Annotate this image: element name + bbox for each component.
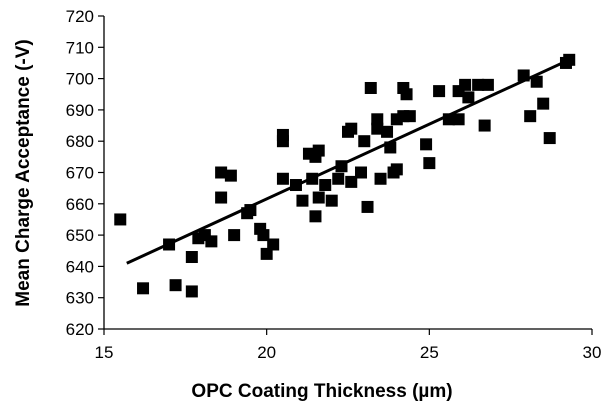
data-point	[433, 85, 446, 98]
y-tick-label: 680	[66, 132, 94, 151]
data-point	[267, 238, 280, 251]
data-point	[205, 235, 218, 248]
x-axis-title: OPC Coating Thickness (µm)	[191, 381, 452, 402]
data-point	[185, 251, 198, 264]
data-point	[260, 247, 273, 260]
x-tick-label: 15	[95, 343, 114, 362]
x-tick-label: 30	[583, 343, 602, 362]
data-point	[185, 285, 198, 298]
y-tick-label: 720	[66, 7, 94, 26]
y-axis-title: Mean Charge Acceptance (-V)	[13, 39, 34, 306]
y-tick-label: 620	[66, 320, 94, 339]
data-point	[563, 53, 576, 66]
data-point	[224, 169, 237, 182]
data-point	[478, 119, 491, 132]
data-point	[312, 191, 325, 204]
data-point	[296, 194, 309, 207]
data-point	[358, 135, 371, 148]
data-point	[374, 172, 387, 185]
data-point	[452, 113, 465, 126]
y-tick-label: 640	[66, 257, 94, 276]
data-point	[169, 279, 182, 292]
data-point	[371, 122, 384, 135]
data-point	[355, 166, 368, 179]
data-point	[524, 110, 537, 123]
data-point	[276, 172, 289, 185]
data-point	[390, 163, 403, 176]
data-point	[345, 122, 358, 135]
data-point	[289, 179, 302, 192]
data-point	[384, 141, 397, 154]
data-point	[163, 238, 176, 251]
data-point	[371, 113, 384, 126]
data-point	[306, 172, 319, 185]
data-point	[537, 97, 550, 110]
data-point	[361, 200, 374, 213]
data-point	[276, 135, 289, 148]
y-tick-label: 670	[66, 164, 94, 183]
data-point	[423, 157, 436, 170]
data-point	[228, 229, 241, 242]
data-point	[257, 229, 270, 242]
data-point	[309, 210, 322, 223]
data-point	[517, 69, 530, 82]
data-point	[345, 175, 358, 188]
data-point	[114, 213, 127, 226]
data-point	[400, 88, 413, 101]
data-point	[244, 204, 257, 217]
y-tick-label: 710	[66, 38, 94, 57]
data-point	[215, 166, 228, 179]
y-tick-label: 690	[66, 101, 94, 120]
data-point	[381, 125, 394, 138]
data-point	[403, 110, 416, 123]
data-point	[530, 75, 543, 88]
data-point	[137, 282, 150, 295]
data-point	[215, 191, 228, 204]
data-point	[459, 78, 472, 91]
y-tick-label: 650	[66, 226, 94, 245]
y-tick-label: 660	[66, 195, 94, 214]
data-point	[319, 179, 332, 192]
data-point	[462, 91, 475, 104]
data-point	[442, 113, 455, 126]
data-point	[420, 138, 433, 151]
x-axis-ticks: 15 20 25 30	[95, 329, 602, 362]
x-tick-label: 20	[257, 343, 276, 362]
data-point	[472, 78, 485, 91]
data-point	[481, 78, 494, 91]
data-point	[312, 144, 325, 157]
data-point	[543, 132, 556, 145]
data-points	[114, 53, 576, 298]
y-axis-ticks: 620 630 640 650 660 670 680 690 700 710 720	[66, 7, 104, 339]
x-tick-label: 25	[420, 343, 439, 362]
data-point	[332, 172, 345, 185]
y-tick-label: 630	[66, 289, 94, 308]
y-tick-label: 700	[66, 70, 94, 89]
data-point	[364, 81, 377, 94]
data-point	[335, 160, 348, 173]
data-point	[325, 194, 338, 207]
